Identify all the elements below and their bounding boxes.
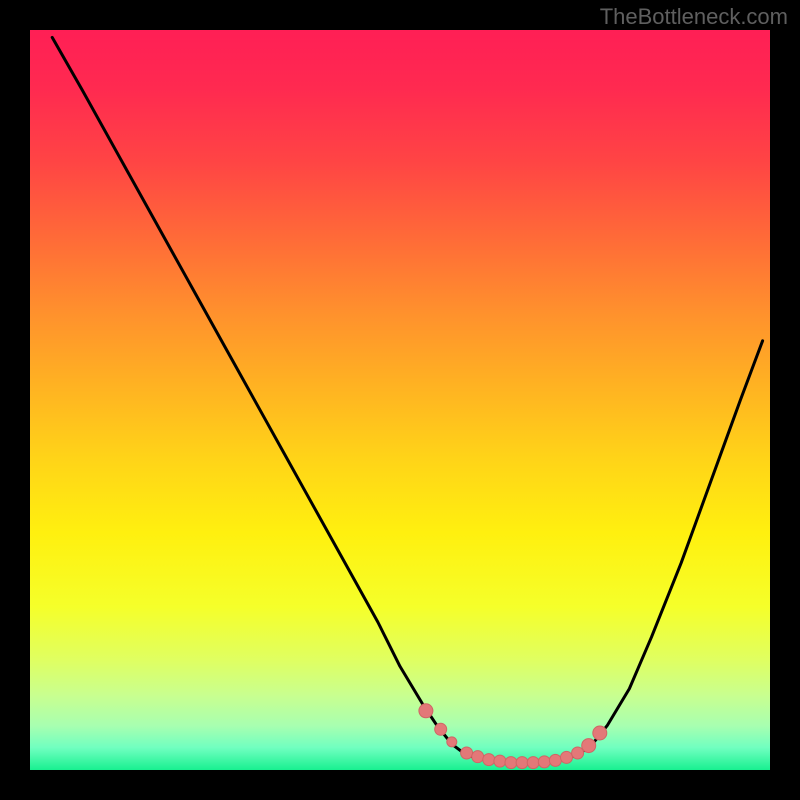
marker-point	[561, 751, 573, 763]
marker-point	[538, 756, 550, 768]
marker-point	[447, 737, 457, 747]
marker-point	[505, 757, 517, 769]
marker-point	[516, 757, 528, 769]
watermark-text: TheBottleneck.com	[600, 4, 788, 30]
marker-point	[582, 739, 596, 753]
chart-background	[30, 30, 770, 770]
marker-point	[419, 704, 433, 718]
marker-point	[572, 747, 584, 759]
bottleneck-chart	[30, 30, 770, 770]
marker-point	[593, 726, 607, 740]
marker-point	[472, 751, 484, 763]
marker-point	[435, 723, 447, 735]
chart-svg	[30, 30, 770, 770]
marker-point	[549, 754, 561, 766]
marker-point	[527, 757, 539, 769]
marker-point	[494, 755, 506, 767]
marker-point	[461, 747, 473, 759]
marker-point	[483, 754, 495, 766]
